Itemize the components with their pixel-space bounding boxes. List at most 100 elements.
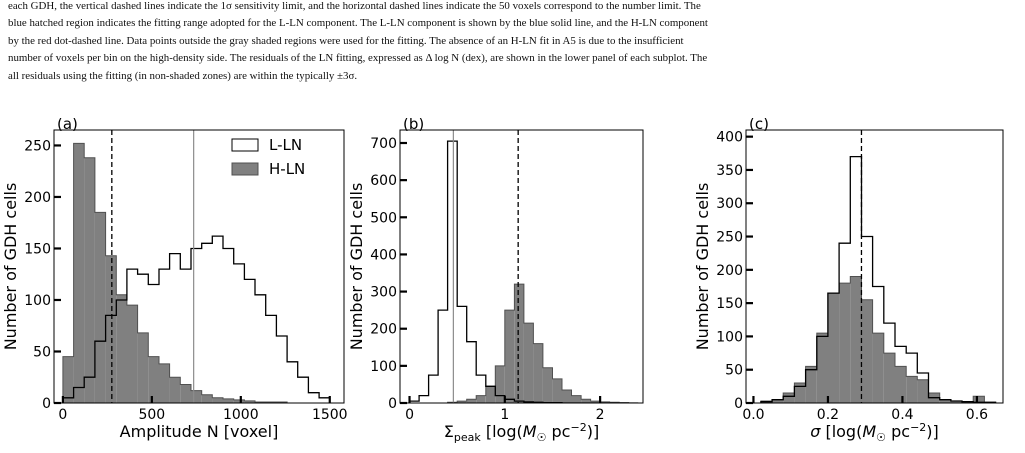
axes-frame xyxy=(53,129,345,404)
h-ln-bar xyxy=(126,305,138,403)
caption-line: number of voxels per bin on the high-den… xyxy=(8,52,708,65)
h-ln-bar xyxy=(137,332,149,403)
x-axis-label: Amplitude N [voxel] xyxy=(120,422,279,441)
y-tick-label: 400 xyxy=(716,130,743,146)
legend: L-LN H-LN xyxy=(231,136,305,178)
legend-swatch xyxy=(231,138,259,152)
h-ln-bar xyxy=(590,401,601,403)
y-tick-label: 700 xyxy=(370,136,397,152)
h-ln-bar xyxy=(523,323,534,403)
y-tick-label: 100 xyxy=(24,293,51,309)
h-ln-bar xyxy=(180,384,191,403)
legend-label: H-LN xyxy=(269,160,305,178)
h-ln-bar xyxy=(466,399,477,403)
panel-a: 0 500 1000 1500 0 50 100 150 200 250 (a) Number of … xyxy=(1,118,348,441)
x-axis-label: σ [log(M☉ pc−2)] xyxy=(810,421,939,444)
h-ln-bar xyxy=(581,399,591,403)
h-ln-bar xyxy=(191,390,202,403)
h-ln-bar xyxy=(233,399,245,403)
y-tick-label: 50 xyxy=(725,363,743,379)
y-tick-label: 0 xyxy=(734,396,743,412)
h-ln-bar xyxy=(571,395,581,403)
h-ln-bar xyxy=(772,399,784,403)
y-tick-label: 0 xyxy=(42,396,51,412)
h-ln-bar xyxy=(73,143,85,403)
h-ln-bar xyxy=(223,398,234,403)
h-ln-bar xyxy=(244,400,256,403)
y-axis-label: Number of GDH cells xyxy=(347,183,366,351)
panel-label: (c) xyxy=(749,118,769,133)
h-ln-bar xyxy=(562,390,572,403)
x-tick-label: 1000 xyxy=(223,407,259,423)
h-ln-bar xyxy=(201,394,213,403)
h-ln-bar xyxy=(485,386,496,403)
h-ln-bar xyxy=(116,294,127,403)
y-tick-label: 100 xyxy=(716,329,743,345)
h-ln-bar xyxy=(850,276,862,403)
h-ln-bar xyxy=(212,397,223,403)
h-ln-bar xyxy=(533,343,543,403)
h-ln-bar xyxy=(514,284,524,403)
h-ln-bar xyxy=(950,401,963,403)
y-tick-label: 200 xyxy=(370,322,397,338)
h-ln-bar xyxy=(159,363,170,403)
x-tick-label: 0.0 xyxy=(742,407,764,423)
panel-label: (a) xyxy=(57,118,78,133)
h-ln-bar xyxy=(504,310,515,403)
l-ln-step-line xyxy=(62,235,331,403)
h-ln-bar xyxy=(148,356,159,403)
y-tick-label: 600 xyxy=(370,173,397,189)
h-ln-bar xyxy=(827,293,840,403)
h-ln-bar xyxy=(861,299,873,403)
h-ln-outline xyxy=(62,142,309,403)
x-tick-label: 2 xyxy=(596,407,605,423)
x-tick-label: 500 xyxy=(138,407,165,423)
h-ln-bar xyxy=(84,157,95,403)
y-tick-label: 250 xyxy=(24,138,51,154)
y-tick-label: 200 xyxy=(24,190,51,206)
plot-area xyxy=(760,130,997,403)
h-ln-bar xyxy=(476,395,486,403)
y-tick-label: 300 xyxy=(716,196,743,212)
x-tick-label: 0.4 xyxy=(891,407,913,423)
y-tick-label: 50 xyxy=(33,344,51,360)
h-ln-bar xyxy=(495,365,505,403)
x-tick-label: 0 xyxy=(405,407,414,423)
h-ln-bar xyxy=(457,401,467,403)
y-tick-label: 250 xyxy=(716,230,743,246)
x-tick-label: 0.2 xyxy=(817,407,839,423)
legend-label: L-LN xyxy=(269,136,302,154)
y-tick-label: 500 xyxy=(370,210,397,226)
h-ln-bar xyxy=(805,366,817,403)
h-ln-bar xyxy=(895,366,907,403)
caption-line: blue hatched region indicates the fittin… xyxy=(8,17,708,30)
h-ln-bar xyxy=(94,212,106,403)
h-ln-bar xyxy=(62,356,74,403)
caption-line: all residuals using the fitting (in non-… xyxy=(8,69,358,82)
l-ln-step-line xyxy=(408,140,639,403)
h-ln-bar xyxy=(939,399,951,403)
y-tick-label: 200 xyxy=(716,263,743,279)
h-ln-bar xyxy=(794,383,806,403)
h-ln-bar xyxy=(783,393,795,403)
x-tick-label: 0.6 xyxy=(966,407,988,423)
h-ln-bar xyxy=(169,377,181,403)
y-axis-label: Number of GDH cells xyxy=(693,183,712,351)
y-tick-label: 300 xyxy=(370,285,397,301)
x-tick-label: 0 xyxy=(58,407,67,423)
y-tick-label: 100 xyxy=(370,359,397,375)
figure-caption: each GDH, the vertical dashed lines indi… xyxy=(8,0,1018,85)
h-ln-bar xyxy=(973,396,985,403)
h-ln-bar xyxy=(883,353,895,403)
y-tick-label: 0 xyxy=(388,396,397,412)
panel-c: 0.0 0.2 0.4 0.6 0 50 100 150 200 250 300 350 400 (c) N… xyxy=(693,118,1004,444)
axes-frame xyxy=(399,129,644,404)
legend-swatch xyxy=(231,162,259,176)
plot-area xyxy=(408,130,639,403)
caption-line: each GDH, the vertical dashed lines indi… xyxy=(8,0,701,12)
l-ln-step-line xyxy=(760,155,997,403)
y-tick-label: 150 xyxy=(24,241,51,257)
y-tick-label: 350 xyxy=(716,163,743,179)
axes-frame xyxy=(745,129,1004,404)
